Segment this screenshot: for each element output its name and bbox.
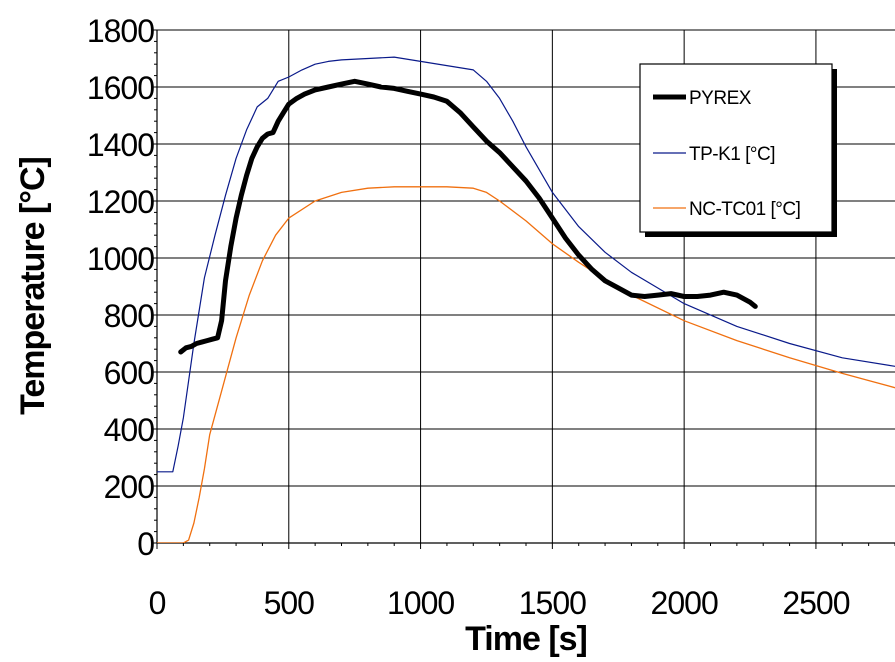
- x-tick-label: 0: [149, 585, 166, 621]
- x-tick-label: 2500: [782, 585, 849, 621]
- x-axis-title: Time [s]: [465, 620, 587, 658]
- x-tick-labels: 0 500 1000 1500 2000 2500: [149, 585, 851, 621]
- y-tick-label: 1000: [87, 241, 154, 277]
- y-tick-label: 1200: [87, 184, 154, 220]
- legend-box: [639, 63, 833, 233]
- y-tick-label: 400: [104, 412, 155, 448]
- series-line-pyrex: [178, 78, 758, 355]
- series-layer: [157, 56, 895, 543]
- axes: [151, 29, 895, 549]
- y-tick-label: 200: [104, 469, 155, 505]
- y-tick-label: 0: [137, 526, 154, 562]
- y-tick-label: 1400: [87, 127, 154, 163]
- x-tick-label: 2000: [651, 585, 718, 621]
- legend: PYREX TP-K1 [°C] NC-TC01 [°C]: [639, 63, 837, 237]
- y-axis-title: Temperature [°C]: [14, 157, 52, 415]
- x-tick-label: 500: [264, 585, 315, 621]
- legend-label-pyrex: PYREX: [689, 88, 752, 109]
- legend-label-nc-tc01: NC-TC01 [°C]: [689, 199, 800, 220]
- y-tick-label: 1600: [87, 70, 154, 106]
- y-tick-label: 600: [104, 355, 155, 391]
- y-tick-label: 1800: [87, 13, 154, 49]
- legend-label-tp-k1: TP-K1 [°C]: [689, 144, 775, 165]
- x-tick-label: 1000: [387, 585, 454, 621]
- gridlines: [157, 29, 895, 543]
- y-tick-labels: 0 200 400 600 800 1000 1200 1400 1600 1800: [87, 13, 155, 562]
- series-line-tp-k1-c: [157, 56, 895, 473]
- y-tick-label: 800: [104, 298, 155, 334]
- x-tick-label: 1500: [519, 585, 586, 621]
